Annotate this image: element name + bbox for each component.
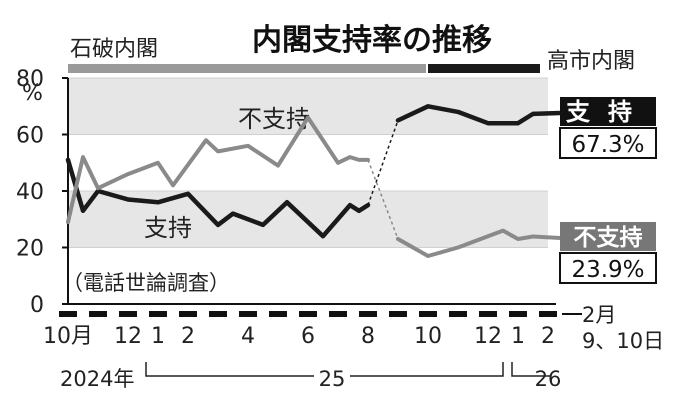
series-line-1-ishiba <box>66 115 370 225</box>
plot-band-1 <box>68 78 548 135</box>
legend-support-value: 67.3% <box>571 132 644 158</box>
year-label-2026: 26 <box>535 367 562 391</box>
month-tick-6 <box>239 311 257 317</box>
x-tick-label-1: 12 <box>114 324 142 349</box>
legend-disapproval-box <box>560 222 656 251</box>
series-line-0-leader <box>532 110 561 117</box>
y-tick-label-80: 80 <box>16 67 44 92</box>
chart-title: 内閣支持率の推移 <box>252 23 492 58</box>
y-tick-label-0: 0 <box>30 293 44 318</box>
month-tick-5 <box>209 311 227 317</box>
month-tick-10 <box>359 311 377 317</box>
year-label-2025: 25 <box>319 367 346 391</box>
x-tick-label-8: 12 <box>474 324 502 349</box>
cabinet-bar-1 <box>428 64 540 73</box>
series-line-1-takaichi <box>396 228 535 258</box>
x-tick-label-5: 6 <box>301 324 315 349</box>
legend-disapproval-label: 不支持 <box>574 225 643 251</box>
month-tick-13 <box>449 311 467 317</box>
legend-support-box <box>560 97 656 126</box>
year-bracket-2026 <box>511 362 551 377</box>
x-tick-label-2: 1 <box>151 324 165 349</box>
y-unit-label: % <box>22 81 43 106</box>
month-tick-16 <box>539 311 557 317</box>
month-tick-9 <box>329 311 347 317</box>
series-line-0-takaichi <box>395 104 536 126</box>
month-tick-2 <box>119 311 137 317</box>
legend-support: 支持 67.3% <box>559 97 657 159</box>
legend-disapproval-value-box <box>559 252 657 284</box>
month-tick-15 <box>509 311 527 317</box>
month-tick-3 <box>149 311 167 317</box>
year-label-2025-bg <box>314 368 350 390</box>
series-line-0-ishiba <box>65 157 371 239</box>
legend-support-value-box <box>559 127 657 159</box>
series-line-1-transition <box>367 159 399 240</box>
month-tick-4 <box>179 311 197 317</box>
y-tick-label-40: 40 <box>16 180 44 205</box>
month-tick-14 <box>479 311 497 317</box>
survey-note: （電話世論調査） <box>62 271 230 295</box>
x-tick-label-7: 10 <box>414 324 442 349</box>
x-tick-label-10: 2 <box>541 324 555 349</box>
x-tick-label-0: 10月 <box>43 324 93 349</box>
y-tick-label-20: 20 <box>16 237 44 262</box>
end-date-line-1: 2月 <box>582 303 616 327</box>
x-tick-label-9: 1 <box>511 324 525 349</box>
y-tick-label-60: 60 <box>16 124 44 149</box>
legend-disapproval: 不支持 23.9% <box>559 222 657 284</box>
month-tick-11 <box>389 311 407 317</box>
series-label-disapproval: 不支持 <box>238 105 310 133</box>
x-tick-label-4: 4 <box>241 324 255 349</box>
cabinet-label-takaichi: 高市内閣 <box>547 49 635 74</box>
series-label-support: 支持 <box>144 214 192 242</box>
series-line-1-leader <box>532 234 561 240</box>
legend-support-label: 支持 <box>566 98 650 126</box>
x-tick-label-3: 2 <box>181 324 195 349</box>
cabinet-bar-0 <box>68 64 426 73</box>
month-tick-1 <box>89 311 107 317</box>
x-tick-label-6: 8 <box>361 324 375 349</box>
month-tick-8 <box>299 311 317 317</box>
month-tick-7 <box>269 311 287 317</box>
month-tick-0 <box>59 311 77 317</box>
end-date-line-2: 9、10日 <box>582 329 664 353</box>
cabinet-label-ishiba: 石破内閣 <box>70 37 158 62</box>
year-label-2024: 2024年 <box>60 367 134 391</box>
end-date-label: 2月 9、10日 <box>582 303 664 353</box>
series-line-0-transition <box>367 120 399 206</box>
legend-disapproval-value: 23.9% <box>571 257 644 283</box>
month-tick-12 <box>419 311 437 317</box>
